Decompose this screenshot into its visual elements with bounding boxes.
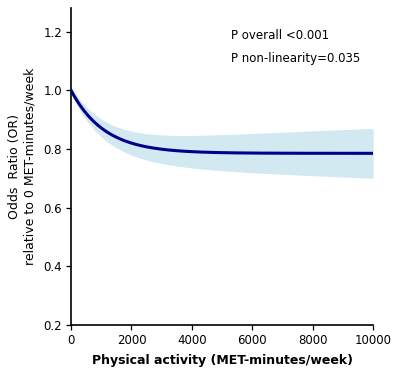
Y-axis label: Odds  Ratio (OR)
relative to 0 MET-minutes/week: Odds Ratio (OR) relative to 0 MET-minute… [8,68,36,265]
X-axis label: Physical activity (MET-minutes/week): Physical activity (MET-minutes/week) [92,354,353,367]
Text: P non-linearity=0.035: P non-linearity=0.035 [231,52,360,65]
Text: P overall <0.001: P overall <0.001 [231,29,329,42]
